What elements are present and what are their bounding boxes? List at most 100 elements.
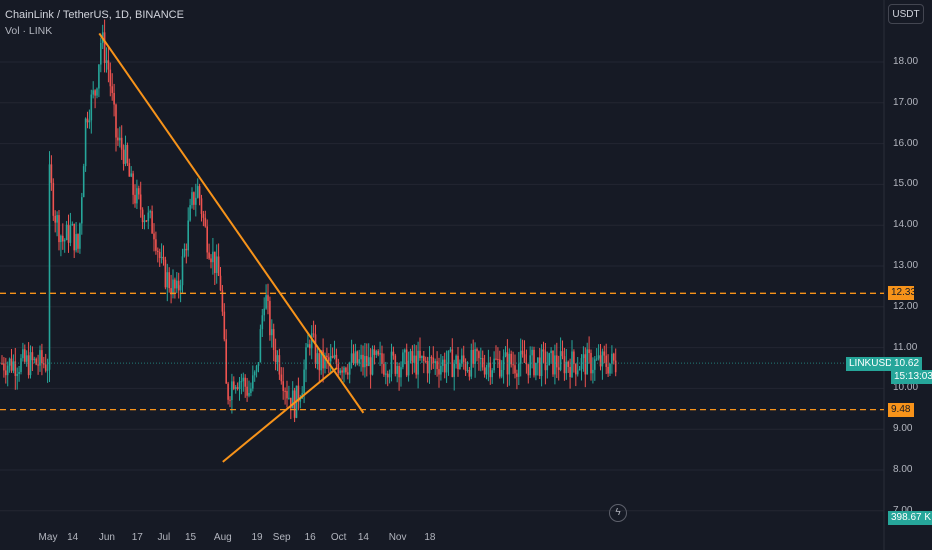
lightning-icon[interactable]: ϟ <box>609 504 627 522</box>
candle-down <box>269 300 271 336</box>
time-tick-label: 17 <box>131 532 143 543</box>
ticker-tag: LINKUSDT <box>846 357 902 371</box>
candle-up <box>546 365 549 371</box>
candle-up <box>187 220 189 251</box>
candle-up <box>390 351 393 374</box>
price-tick-label: 13.00 <box>893 260 919 271</box>
candle-up <box>350 353 353 363</box>
candle-down <box>155 239 157 251</box>
candle-up <box>60 235 62 243</box>
candle-up <box>324 355 326 369</box>
candle-up <box>535 362 537 376</box>
candle-up <box>316 353 319 364</box>
candle-up <box>440 365 442 375</box>
price-tick-label: 14.00 <box>893 219 919 231</box>
symbol-title[interactable]: ChainLink / TetherUS, 1D, BINANCE <box>5 9 184 21</box>
candle-up <box>379 353 381 355</box>
candle-down <box>208 252 210 259</box>
price-tick-label: 8.00 <box>893 464 913 475</box>
candle-down <box>206 226 208 253</box>
candle-down <box>603 351 606 356</box>
candle-down <box>246 386 248 396</box>
candle-up <box>548 353 550 366</box>
candle-up <box>39 350 41 366</box>
candle-down <box>168 272 170 289</box>
time-tick-label: 18 <box>424 532 436 543</box>
candle-down <box>423 355 425 361</box>
volume-indicator-label[interactable]: Vol · LINK <box>5 25 53 37</box>
candle-down <box>174 279 176 289</box>
candle-down <box>432 357 435 363</box>
candle-down <box>77 234 79 249</box>
candle-up <box>98 64 100 89</box>
price-tick-label: 11.00 <box>893 341 918 353</box>
candle-down <box>126 144 129 164</box>
candle-up <box>578 368 581 371</box>
price-tick-label: 18.00 <box>893 56 919 67</box>
candle-up <box>358 359 360 364</box>
candle-down <box>499 359 501 377</box>
candle-up <box>88 120 91 123</box>
candle-up <box>288 397 290 399</box>
candle-up <box>69 225 72 243</box>
candle-up <box>261 315 264 330</box>
candle-up <box>586 349 588 375</box>
candle-down <box>1 363 3 365</box>
candle-down <box>41 350 43 364</box>
candle-down <box>31 352 34 361</box>
candle-up <box>20 358 22 372</box>
candle-up <box>265 295 267 309</box>
candle-up <box>196 186 199 198</box>
candle-down <box>86 118 89 123</box>
candle-up <box>409 351 412 361</box>
candle-down <box>280 374 283 382</box>
candle-up <box>56 215 58 223</box>
countdown-tag: 15:13:03 <box>891 370 932 384</box>
candle-up <box>371 349 374 375</box>
candle-up <box>48 164 51 370</box>
currency-button[interactable]: USDT <box>888 4 924 24</box>
candle-up <box>343 367 345 373</box>
candle-up <box>518 363 520 377</box>
candle-down <box>122 149 125 164</box>
candle-up <box>189 205 191 221</box>
candle-down <box>335 354 338 364</box>
candle-up <box>92 90 94 95</box>
candle-down <box>309 344 311 349</box>
candle-down <box>27 355 30 376</box>
candle-down <box>352 353 355 364</box>
candle-down <box>521 350 524 355</box>
candle-up <box>16 373 18 376</box>
candle-down <box>177 280 180 291</box>
candle-down <box>204 217 207 227</box>
candle-down <box>141 209 144 223</box>
candle-up <box>305 347 307 370</box>
candle-down <box>544 351 547 371</box>
candle-up <box>96 88 98 96</box>
candle-up <box>18 371 20 374</box>
candle-up <box>8 358 11 366</box>
candle-down <box>5 370 7 376</box>
candle-down <box>514 365 516 374</box>
candle-down <box>345 367 347 373</box>
candle-up <box>65 224 68 240</box>
candle-up <box>428 357 431 374</box>
candle-down <box>107 60 110 70</box>
candle-down <box>538 357 541 377</box>
time-tick-label: May <box>38 532 58 543</box>
price-tick-label: 10.00 <box>893 382 919 394</box>
candle-down <box>489 362 492 378</box>
candle-up <box>447 350 450 364</box>
time-tick-label: Sep <box>272 532 291 543</box>
candle-up <box>105 60 108 63</box>
candle-up <box>466 370 469 372</box>
candle-up <box>445 363 448 373</box>
candle-down <box>227 383 229 400</box>
candle-down <box>510 353 512 365</box>
candle-up <box>215 256 218 273</box>
candle-up <box>136 188 138 204</box>
candle-up <box>183 248 186 257</box>
candle-up <box>550 350 552 354</box>
candle-down <box>398 366 400 378</box>
